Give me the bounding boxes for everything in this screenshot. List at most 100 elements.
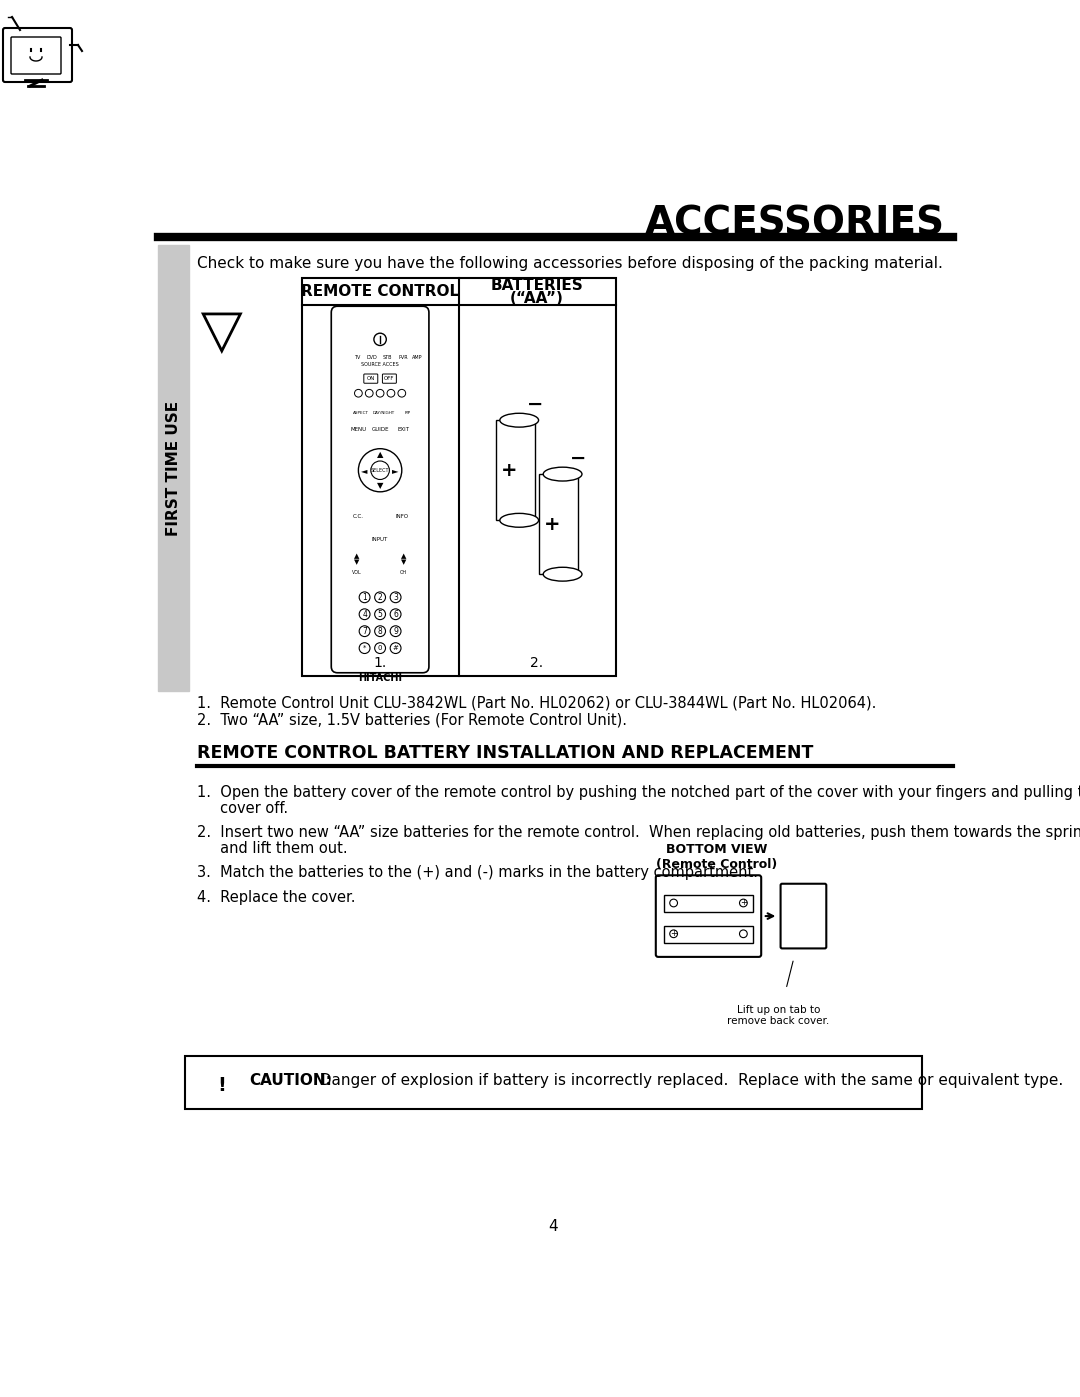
Circle shape: [360, 626, 370, 637]
Text: *: *: [363, 645, 366, 651]
Circle shape: [670, 900, 677, 907]
Text: CAUTION:: CAUTION:: [249, 1073, 333, 1088]
Text: and lift them out.: and lift them out.: [197, 841, 348, 855]
Circle shape: [375, 626, 386, 637]
Circle shape: [390, 609, 401, 620]
Text: PVR: PVR: [399, 355, 408, 359]
Text: HITACHI: HITACHI: [359, 673, 402, 683]
Circle shape: [24, 43, 48, 67]
Text: INPUT: INPUT: [372, 536, 388, 542]
Bar: [496, 420, 535, 520]
Text: REMOTE CONTROL: REMOTE CONTROL: [301, 284, 459, 299]
Ellipse shape: [500, 414, 539, 427]
Text: AMP: AMP: [413, 355, 422, 359]
Text: TV: TV: [353, 355, 360, 359]
Text: PIP: PIP: [404, 411, 410, 415]
Text: 3: 3: [393, 592, 399, 602]
Text: ▲: ▲: [377, 450, 383, 460]
Text: (“AA”): (“AA”): [510, 291, 564, 306]
Text: ►: ►: [392, 465, 399, 475]
Text: ACCESSORIES: ACCESSORIES: [645, 204, 945, 242]
Text: SOURCE ACCES: SOURCE ACCES: [361, 362, 399, 367]
Circle shape: [370, 461, 390, 479]
Text: GUIDE: GUIDE: [372, 427, 389, 432]
Text: MENU: MENU: [350, 427, 366, 432]
Text: Check to make sure you have the following accessories before disposing of the pa: Check to make sure you have the followin…: [197, 256, 943, 271]
Circle shape: [740, 900, 747, 907]
Ellipse shape: [500, 513, 539, 527]
FancyBboxPatch shape: [382, 374, 396, 383]
Text: OFF: OFF: [384, 376, 394, 381]
Text: DAY/NIGHT: DAY/NIGHT: [373, 411, 395, 415]
Text: 8: 8: [378, 627, 382, 636]
Text: +: +: [740, 898, 746, 908]
Circle shape: [387, 390, 395, 397]
Text: ASPECT: ASPECT: [353, 411, 368, 415]
Text: VOL: VOL: [352, 570, 362, 576]
Text: +: +: [671, 929, 677, 939]
Text: CH: CH: [400, 570, 407, 576]
Text: !: !: [217, 1076, 226, 1095]
Circle shape: [397, 390, 406, 397]
Text: REMOTE CONTROL BATTERY INSTALLATION AND REPLACEMENT: REMOTE CONTROL BATTERY INSTALLATION AND …: [197, 745, 813, 763]
Circle shape: [360, 643, 370, 654]
Circle shape: [390, 643, 401, 654]
Text: BATTERIES: BATTERIES: [490, 278, 583, 293]
Text: −: −: [527, 395, 543, 415]
Bar: [664, 895, 753, 912]
Text: STB: STB: [383, 355, 393, 359]
Polygon shape: [203, 314, 241, 351]
Text: cover off.: cover off.: [197, 800, 288, 816]
Text: 6: 6: [393, 609, 399, 619]
Text: FIRST TIME USE: FIRST TIME USE: [166, 401, 181, 535]
Circle shape: [390, 626, 401, 637]
Text: Danger of explosion if battery is incorrectly replaced.  Replace with the same o: Danger of explosion if battery is incorr…: [310, 1073, 1064, 1088]
FancyBboxPatch shape: [781, 884, 826, 949]
Circle shape: [360, 592, 370, 602]
Text: 0: 0: [378, 645, 382, 651]
Text: 1: 1: [362, 592, 367, 602]
FancyBboxPatch shape: [3, 28, 72, 82]
Circle shape: [375, 643, 386, 654]
Text: 2: 2: [378, 592, 382, 602]
Circle shape: [365, 390, 373, 397]
Circle shape: [376, 390, 384, 397]
Text: 1.  Open the battery cover of the remote control by pushing the notched part of : 1. Open the battery cover of the remote …: [197, 785, 1080, 800]
Text: SELECT: SELECT: [370, 468, 390, 472]
Text: ◄: ◄: [362, 465, 368, 475]
Text: EXIT: EXIT: [397, 427, 409, 432]
Text: 2.  Two “AA” size, 1.5V batteries (For Remote Control Unit).: 2. Two “AA” size, 1.5V batteries (For Re…: [197, 712, 627, 726]
Ellipse shape: [543, 567, 582, 581]
Text: 4: 4: [549, 1220, 558, 1234]
Bar: [539, 474, 578, 574]
FancyBboxPatch shape: [332, 306, 429, 673]
Circle shape: [359, 448, 402, 492]
Circle shape: [375, 592, 386, 602]
FancyBboxPatch shape: [656, 876, 761, 957]
Text: DVD: DVD: [367, 355, 378, 359]
Bar: [186, 1056, 921, 1109]
Text: ▼: ▼: [377, 481, 383, 490]
Text: 9: 9: [393, 627, 399, 636]
Text: 7: 7: [362, 627, 367, 636]
Text: ▲
▼: ▲ ▼: [401, 553, 406, 564]
Circle shape: [374, 334, 387, 345]
Text: 4.  Replace the cover.: 4. Replace the cover.: [197, 890, 355, 905]
Text: Lift up on tab to
remove back cover.: Lift up on tab to remove back cover.: [727, 1004, 829, 1027]
FancyBboxPatch shape: [364, 374, 378, 383]
Text: 4: 4: [362, 609, 367, 619]
Text: 2.: 2.: [530, 655, 543, 669]
Bar: [301, 278, 616, 676]
Circle shape: [740, 930, 747, 937]
Circle shape: [670, 930, 677, 937]
Text: 5: 5: [378, 609, 382, 619]
Text: 3.  Match the batteries to the (+) and (-) marks in the battery compartment.: 3. Match the batteries to the (+) and (-…: [197, 865, 758, 880]
Text: +: +: [544, 514, 561, 534]
Circle shape: [354, 390, 362, 397]
Text: INFO: INFO: [395, 514, 408, 518]
Text: ▲
▼: ▲ ▼: [354, 553, 360, 564]
Text: C.C.: C.C.: [353, 514, 364, 518]
Circle shape: [390, 592, 401, 602]
Bar: [159, 244, 189, 692]
Text: 1.: 1.: [374, 655, 387, 669]
